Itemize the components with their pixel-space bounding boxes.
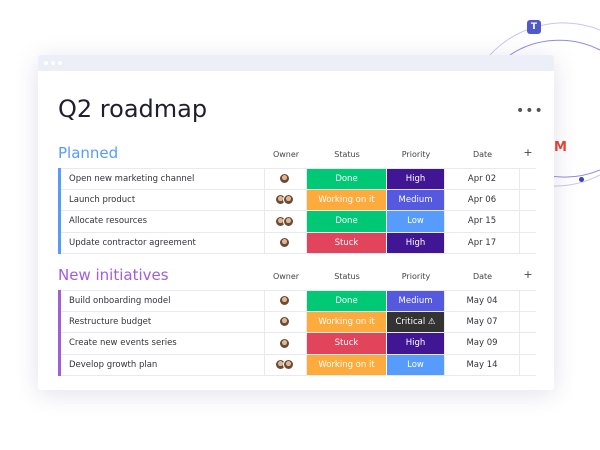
owner-column-header[interactable]: Owner <box>272 150 300 159</box>
date-column-header[interactable]: Date <box>472 272 493 281</box>
avatar[interactable] <box>278 337 290 349</box>
avatar[interactable] <box>278 316 290 328</box>
table-row[interactable]: Allocate resources Done Low Apr 15 <box>61 211 536 233</box>
priority-cell[interactable]: High <box>387 169 445 189</box>
owner-cell[interactable] <box>265 291 307 311</box>
empty-cell <box>520 291 536 311</box>
item-name[interactable]: Launch product <box>61 189 265 210</box>
priority-cell[interactable]: Medium <box>387 291 445 311</box>
group-title[interactable]: Planned <box>58 144 119 162</box>
teams-icon: T <box>527 20 541 34</box>
status-cell[interactable]: Working on it <box>307 354 387 375</box>
add-column-button[interactable]: + <box>523 146 533 159</box>
owner-cell[interactable] <box>265 333 307 354</box>
empty-cell <box>520 333 536 354</box>
empty-cell <box>520 355 536 376</box>
avatar[interactable] <box>282 359 294 371</box>
avatar[interactable] <box>278 237 290 249</box>
table-row[interactable]: Launch product Working on it Medium Apr … <box>61 189 536 211</box>
page-title: Q2 roadmap <box>58 95 208 123</box>
avatar[interactable] <box>282 215 294 227</box>
item-name[interactable]: Build onboarding model <box>61 291 265 311</box>
board-window: Q2 roadmap ••• Planned Owner Status Prio… <box>38 55 554 390</box>
orbit-dot <box>579 177 584 182</box>
group-header: New initiatives Owner Status Priority Da… <box>58 264 536 290</box>
priority-cell[interactable]: Low <box>387 211 445 232</box>
status-cell[interactable]: Stuck <box>307 333 387 354</box>
group-rows: Open new marketing channel Done High Apr… <box>58 168 536 254</box>
group-header: Planned Owner Status Priority Date + <box>58 142 536 168</box>
owner-cell[interactable] <box>265 354 307 375</box>
empty-cell <box>520 233 536 254</box>
table-row[interactable]: Build onboarding model Done Medium May 0… <box>61 290 536 312</box>
priority-column-header[interactable]: Priority <box>401 150 431 159</box>
status-column-header[interactable]: Status <box>334 272 360 281</box>
item-name[interactable]: Restructure budget <box>61 311 265 332</box>
table-row[interactable]: Restructure budget Working on it Critica… <box>61 311 536 333</box>
owner-cell[interactable] <box>265 311 307 332</box>
item-name[interactable]: Create new events series <box>61 333 265 354</box>
date-cell[interactable]: May 04 <box>445 291 520 311</box>
table-row[interactable]: Open new marketing channel Done High Apr… <box>61 168 536 190</box>
avatar[interactable] <box>278 173 290 185</box>
owner-cell[interactable] <box>265 169 307 189</box>
gmail-icon: M <box>554 140 567 155</box>
priority-column-header[interactable]: Priority <box>401 272 431 281</box>
priority-cell[interactable]: High <box>387 333 445 354</box>
table-row[interactable]: Create new events series Stuck High May … <box>61 333 536 355</box>
more-options-icon[interactable]: ••• <box>516 103 544 119</box>
group-1: New initiatives Owner Status Priority Da… <box>58 264 536 376</box>
empty-cell <box>520 190 536 211</box>
item-name[interactable]: Allocate resources <box>61 211 265 232</box>
status-cell[interactable]: Done <box>307 169 387 189</box>
status-cell[interactable]: Done <box>307 291 387 311</box>
owner-cell[interactable] <box>265 211 307 232</box>
date-cell[interactable]: Apr 15 <box>445 211 520 232</box>
avatar[interactable] <box>278 295 290 307</box>
item-name[interactable]: Develop growth plan <box>61 354 265 375</box>
group-0: Planned Owner Status Priority Date + Ope… <box>58 142 536 254</box>
table-row[interactable]: Develop growth plan Working on it Low Ma… <box>61 354 536 376</box>
group-rows: Build onboarding model Done Medium May 0… <box>58 290 536 376</box>
status-column-header[interactable]: Status <box>334 150 360 159</box>
decorative-orbit <box>509 39 600 56</box>
item-name[interactable]: Open new marketing channel <box>61 169 265 189</box>
owner-cell[interactable] <box>265 232 307 253</box>
status-cell[interactable]: Working on it <box>307 311 387 332</box>
status-cell[interactable]: Done <box>307 211 387 232</box>
item-name[interactable]: Update contractor agreement <box>61 232 265 253</box>
empty-cell <box>520 169 536 189</box>
add-column-button[interactable]: + <box>523 268 533 281</box>
status-cell[interactable]: Working on it <box>307 189 387 210</box>
decorative-orbit <box>489 22 600 56</box>
group-title[interactable]: New initiatives <box>58 266 169 284</box>
date-cell[interactable]: May 09 <box>445 333 520 354</box>
avatar[interactable] <box>282 194 294 206</box>
date-cell[interactable]: May 14 <box>445 354 520 375</box>
priority-cell[interactable]: High <box>387 232 445 253</box>
date-cell[interactable]: Apr 17 <box>445 232 520 253</box>
priority-cell[interactable]: Low <box>387 354 445 375</box>
table-row[interactable]: Update contractor agreement Stuck High A… <box>61 232 536 254</box>
owner-cell[interactable] <box>265 189 307 210</box>
date-column-header[interactable]: Date <box>472 150 493 159</box>
owner-column-header[interactable]: Owner <box>272 272 300 281</box>
date-cell[interactable]: Apr 02 <box>445 169 520 189</box>
status-cell[interactable]: Stuck <box>307 232 387 253</box>
priority-cell[interactable]: Medium <box>387 189 445 210</box>
window-title-bar <box>38 55 554 71</box>
date-cell[interactable]: May 07 <box>445 311 520 332</box>
empty-cell <box>520 211 536 232</box>
priority-cell[interactable]: Critical ⚠ <box>387 311 445 332</box>
empty-cell <box>520 312 536 333</box>
date-cell[interactable]: Apr 06 <box>445 189 520 210</box>
